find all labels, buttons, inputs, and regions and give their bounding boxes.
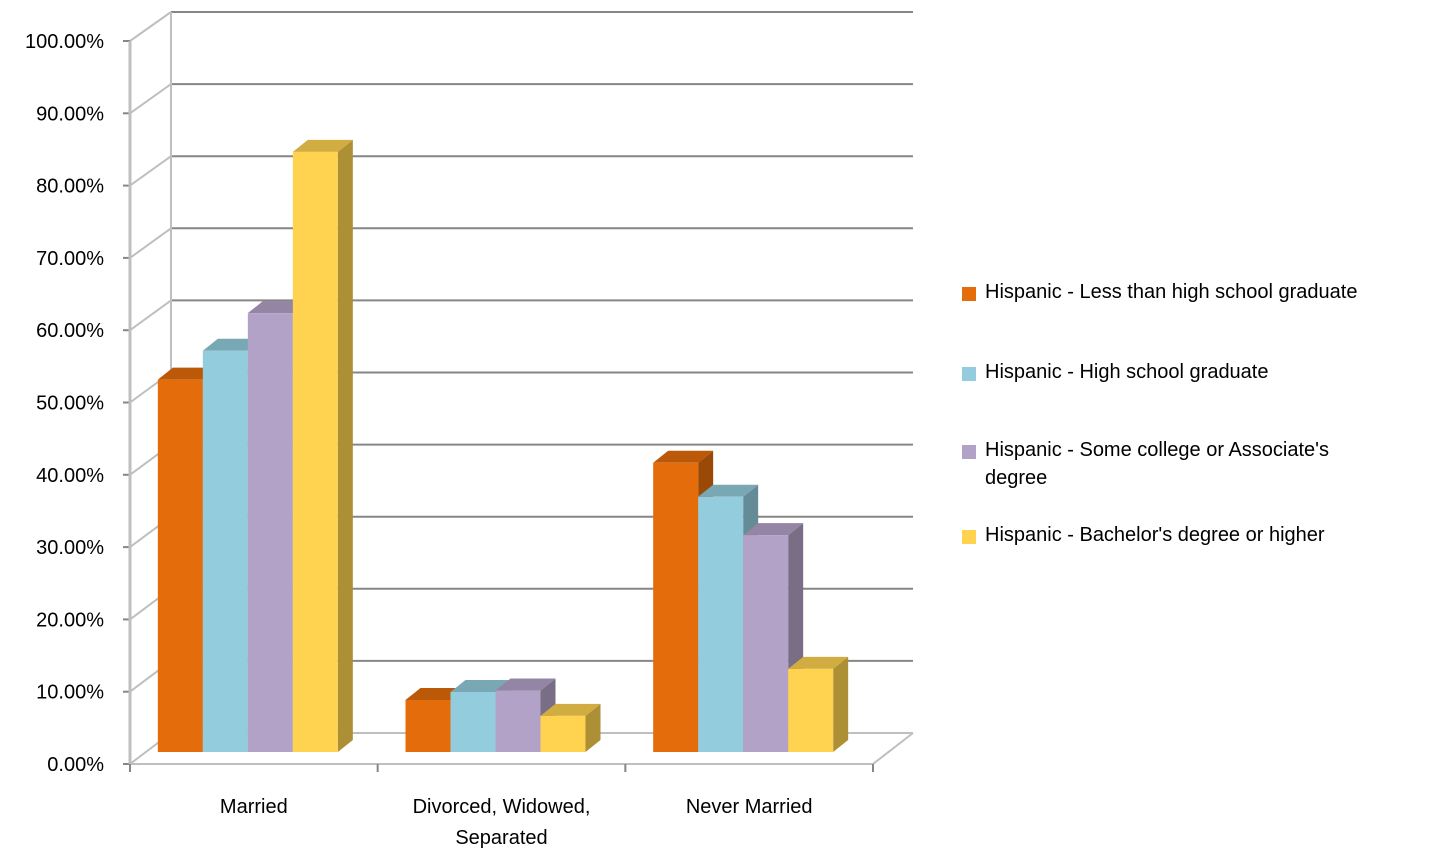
legend-item: Hispanic - High school graduate <box>962 358 1269 386</box>
x-category-label: Married <box>220 796 288 818</box>
side-wall-gridline <box>130 84 171 113</box>
y-tick-label: 20.00% <box>36 609 104 631</box>
x-category-label: Divorced, Widowed, <box>413 796 591 818</box>
y-tick-label: 90.00% <box>36 103 104 125</box>
bar <box>451 692 496 752</box>
side-wall-gridline <box>130 300 171 330</box>
legend-label: Hispanic - Some college or Associate's <box>985 436 1329 464</box>
y-tick-label: 60.00% <box>36 320 104 342</box>
y-tick-label: 10.00% <box>36 682 104 704</box>
legend-swatch <box>962 367 976 381</box>
bar <box>203 351 248 752</box>
side-wall-gridline <box>130 228 171 258</box>
x-category-label: Never Married <box>686 796 813 818</box>
legend-label: Hispanic - High school graduate <box>985 358 1269 386</box>
bar-side <box>833 657 848 752</box>
legend-item: Hispanic - Some college or Associate's de… <box>962 436 1329 492</box>
y-tick-label: 0.00% <box>47 754 104 776</box>
y-tick-label: 40.00% <box>36 465 104 487</box>
y-tick-label: 50.00% <box>36 393 104 415</box>
bar <box>653 463 698 752</box>
bar <box>158 380 203 752</box>
side-wall-gridline <box>130 12 171 41</box>
bar <box>788 669 833 752</box>
bar <box>406 700 451 752</box>
legend-label: Hispanic - Bachelor's degree or higher <box>985 521 1325 549</box>
y-tick-label: 30.00% <box>36 537 104 559</box>
x-category-label: Separated <box>455 827 547 849</box>
y-tick-label: 70.00% <box>36 248 104 270</box>
legend-label: degree <box>985 464 1329 492</box>
legend-swatch <box>962 530 976 544</box>
legend-item: Hispanic - Less than high school graduat… <box>962 278 1357 306</box>
y-tick-label: 100.00% <box>25 31 104 53</box>
bar <box>541 716 586 752</box>
bar <box>248 313 293 752</box>
bar <box>743 535 788 752</box>
legend-label: Hispanic - Less than high school graduat… <box>985 278 1357 306</box>
bar <box>496 691 541 752</box>
legend-swatch <box>962 287 976 301</box>
y-tick-label: 80.00% <box>36 176 104 198</box>
floor-edge <box>873 733 913 764</box>
legend-item: Hispanic - Bachelor's degree or higher <box>962 521 1325 549</box>
bar-side <box>338 140 353 752</box>
side-wall-gridline <box>130 156 171 185</box>
bar <box>293 152 338 752</box>
bar <box>698 497 743 752</box>
legend-swatch <box>962 445 976 459</box>
